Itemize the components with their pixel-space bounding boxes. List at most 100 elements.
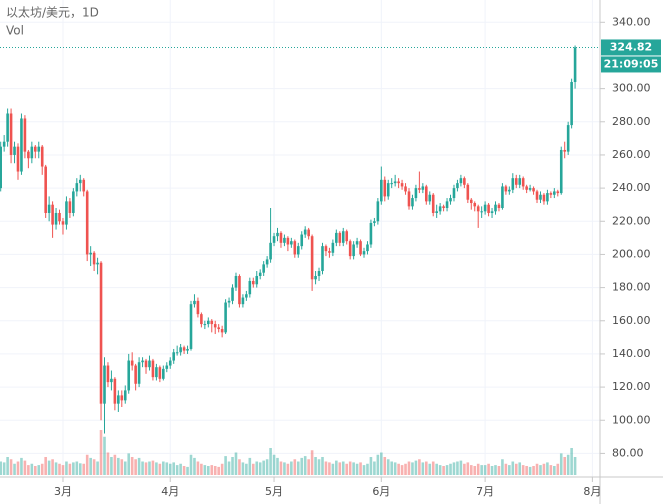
volume-bar	[179, 463, 182, 475]
candle-body	[359, 241, 362, 255]
volume-bar	[134, 459, 137, 475]
y-tick-label: 100.00	[612, 413, 651, 426]
volume-bar	[428, 463, 432, 475]
candle-body	[241, 297, 245, 305]
volume-bar	[566, 454, 570, 475]
candle-body	[0, 146, 2, 189]
candle-body	[521, 178, 525, 187]
volume-bar	[476, 463, 480, 475]
candle-body	[400, 183, 404, 187]
candle-body	[110, 378, 113, 383]
volume-bar	[137, 457, 141, 475]
volume-bar	[518, 462, 522, 475]
volume-bar	[241, 462, 245, 475]
candle-body	[103, 365, 106, 404]
volume-bar	[463, 463, 466, 475]
candle-body	[123, 390, 127, 401]
volume-bar	[279, 461, 283, 475]
volume-bar	[65, 461, 68, 475]
y-tick-label: 200.00	[612, 247, 651, 260]
volume-bar	[269, 448, 272, 475]
volume-bar	[130, 457, 134, 475]
candle-body	[186, 348, 189, 351]
candle-body	[290, 241, 293, 245]
candle-body	[82, 179, 86, 192]
volume-bar	[539, 465, 542, 475]
volume-bar	[411, 462, 414, 475]
volume-bar	[494, 465, 497, 475]
candle-body	[75, 183, 79, 192]
y-tick-label: 300.00	[612, 82, 651, 95]
volume-bar	[127, 453, 131, 475]
x-tick-label: 5月	[265, 485, 283, 498]
volume-bar	[272, 454, 276, 475]
volume-bar	[480, 465, 483, 475]
x-tick-label: 8月	[583, 485, 601, 498]
candle-body	[54, 212, 58, 225]
candle-body	[553, 191, 556, 195]
candle-body	[9, 113, 13, 155]
volume-bar	[376, 454, 380, 475]
volume-bar	[123, 461, 127, 475]
volume-bar	[442, 466, 445, 475]
volume-bar	[421, 462, 425, 475]
candle-body	[144, 360, 148, 368]
candle-body	[559, 149, 563, 194]
volume-bar	[238, 459, 241, 475]
volume-bar	[89, 457, 92, 475]
candle-body	[276, 232, 279, 237]
volume-bar	[61, 465, 65, 475]
volume-bar	[303, 456, 307, 475]
candle-body	[307, 229, 310, 237]
candle-body	[352, 244, 355, 257]
x-tick-label: 6月	[372, 485, 390, 498]
candle-body	[566, 125, 570, 152]
volume-bar	[245, 463, 248, 475]
volume-bar	[338, 462, 342, 475]
candle-body	[196, 300, 200, 315]
candle-body	[469, 199, 473, 204]
volume-bar	[397, 463, 400, 475]
candle-body	[234, 275, 238, 288]
volume-bar	[265, 459, 269, 475]
candle-body	[532, 188, 535, 192]
volume-bar	[207, 466, 210, 475]
volume-bar	[30, 463, 34, 475]
candle-body	[380, 179, 383, 202]
volume-bar	[456, 461, 459, 475]
volume-bar	[414, 460, 418, 475]
volume-bar	[96, 461, 99, 475]
volume-bar	[521, 465, 525, 475]
candle-body	[20, 118, 23, 172]
candle-body	[27, 151, 30, 159]
candle-body	[30, 146, 34, 159]
candle-body	[539, 194, 542, 200]
candle-body	[286, 237, 290, 245]
volume-bar	[106, 452, 110, 475]
volume-bar	[501, 459, 504, 475]
candle-body	[321, 246, 324, 272]
candle-body	[220, 329, 224, 333]
candle-body	[72, 191, 75, 213]
volume-bar	[307, 459, 310, 475]
volume-bar	[224, 456, 227, 475]
candle-body	[2, 141, 6, 147]
volume-bar	[193, 457, 196, 475]
volume-bar	[92, 459, 96, 475]
candle-body	[497, 204, 501, 209]
volume-bar	[504, 463, 508, 475]
volume-bar	[227, 461, 231, 475]
candle-body	[58, 212, 61, 222]
volume-bar	[573, 457, 577, 475]
candle-body	[345, 231, 349, 242]
volume-bar	[286, 463, 290, 475]
volume-bar	[103, 436, 106, 475]
candle-body	[251, 280, 255, 285]
candle-body	[480, 211, 483, 213]
volume-bar	[37, 465, 41, 475]
volume-bar	[255, 461, 259, 475]
chart-title: 以太坊/美元，1D	[6, 5, 99, 20]
candle-body	[258, 272, 262, 276]
candle-body	[175, 352, 179, 354]
